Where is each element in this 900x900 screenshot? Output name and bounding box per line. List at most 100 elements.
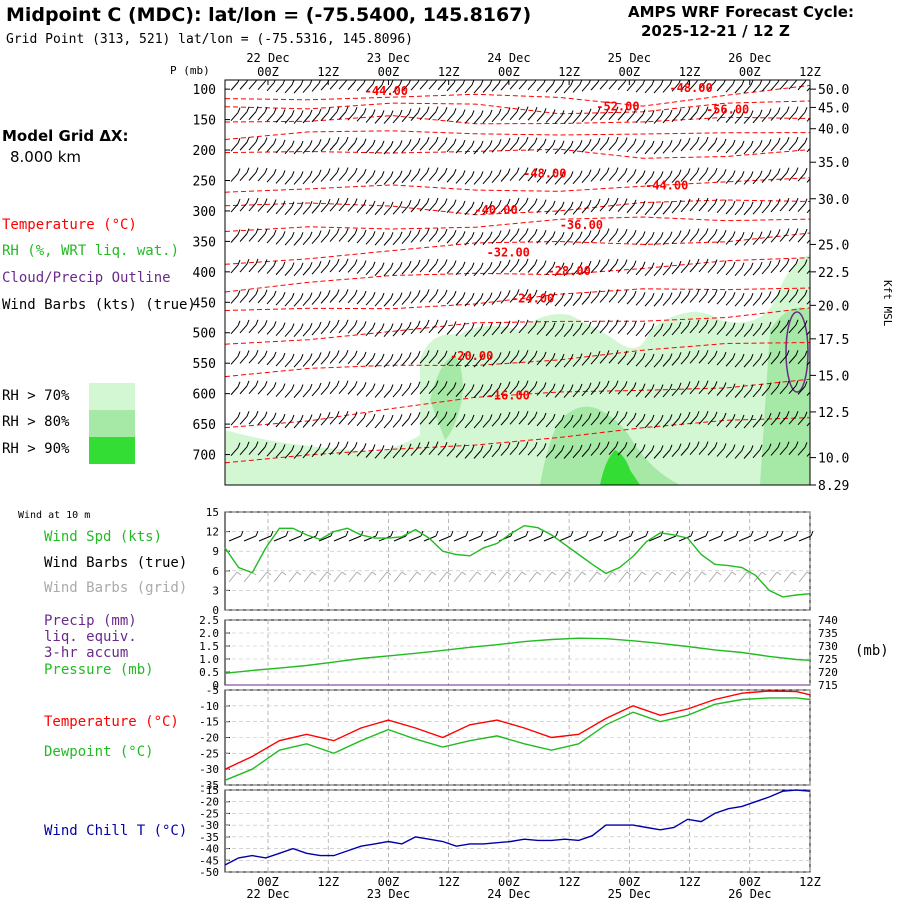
wind-barb-flag (399, 231, 403, 237)
wind-barb (536, 417, 545, 427)
temperature-label: -16.00 (487, 389, 530, 403)
wind-barb (338, 415, 347, 425)
surface-wind-barb-true-flag (315, 530, 319, 537)
surface-wind-barb-grid (438, 571, 448, 583)
wind-barb (662, 358, 671, 367)
wind-barb (725, 297, 734, 306)
wind-barb (374, 115, 383, 124)
surface-wind-barb-grid-flag (401, 571, 407, 576)
legend-rh90-swatch (89, 437, 135, 464)
wind-barb-flag (282, 109, 286, 115)
wind-barb-flag (732, 231, 736, 237)
wind-barb (698, 141, 707, 151)
wind-barb (752, 297, 761, 306)
wind-barb (734, 419, 743, 429)
wind-barb (752, 419, 761, 428)
wind-barb (230, 173, 239, 182)
wind-barb-flag (660, 293, 664, 299)
wind-barb-flag (336, 411, 340, 417)
wind-barb (806, 452, 810, 457)
wind-barb (230, 325, 239, 335)
wind-barb-row (230, 380, 810, 398)
wind-barb-flag (606, 350, 610, 356)
wind-barb (419, 385, 428, 395)
wind-barb-flag (309, 414, 313, 420)
surface-wind-barb-grid-flag (416, 571, 422, 576)
wind-barb (266, 295, 275, 305)
surface-wind-barb-true (288, 535, 302, 542)
wind-barb (797, 386, 806, 395)
pressure-tick-label: 100 (193, 83, 216, 98)
wind-barb (653, 389, 662, 398)
wind-barb-flag (750, 262, 754, 268)
wind-barb (446, 234, 455, 244)
wind-barb (419, 233, 428, 242)
wind-barb (491, 326, 500, 336)
wind-barb (536, 113, 545, 122)
wind-barb (554, 84, 563, 94)
wind-barb-flag (354, 80, 357, 82)
wind-barb (563, 84, 572, 94)
wind-barb-flag (705, 167, 709, 173)
wind-barb (356, 173, 365, 183)
wind-barb-flag (768, 413, 772, 419)
wind-barb-flag (786, 258, 790, 265)
wind-barb (491, 296, 500, 305)
wind-barb-flag (336, 228, 340, 234)
surface-wind-barb-grid (558, 571, 568, 583)
surface-wind-barb-true (723, 535, 737, 542)
wind-barb-flag (480, 110, 484, 116)
wind-barb-flag (516, 319, 520, 326)
wind-barb (491, 113, 500, 123)
date-label-bottom: 24 Dec (487, 887, 530, 900)
wind-barb (554, 267, 563, 276)
wind-barb (698, 354, 707, 364)
surface-wind-barb-true (348, 535, 362, 542)
wind-barb-flag (669, 170, 673, 176)
wind-barb-flag (633, 412, 637, 419)
wind-barb (680, 447, 689, 456)
wind-barb-flag (444, 137, 448, 143)
wind-barb-flag (741, 445, 745, 451)
wind-barb-flag (480, 353, 484, 360)
wind-barb (806, 391, 810, 396)
wind-barb (635, 236, 644, 245)
wind-barb-flag (579, 292, 583, 298)
wind-barb-flag (534, 289, 538, 296)
wind-barb-flag (534, 442, 538, 448)
wind-barb-flag (606, 380, 610, 386)
wind-barb-flag (642, 170, 646, 176)
wind-barb-flag (570, 232, 574, 238)
wind-barb-flag (246, 106, 250, 112)
wind-barb-flag (255, 289, 259, 295)
wind-barb (311, 296, 320, 305)
wind-barb-flag (408, 260, 412, 267)
wind-barb (779, 324, 788, 334)
temperature-label: -24.00 (511, 291, 554, 305)
y-tick-label: -25 (199, 807, 219, 820)
wind-barb (680, 264, 689, 274)
wind-barb-flag (255, 106, 259, 112)
wind-barb (806, 299, 810, 305)
wind-barb (293, 206, 302, 216)
wind-barb (626, 173, 635, 183)
wind-barb (779, 80, 788, 90)
temperature-label: -56.00 (706, 102, 749, 116)
wind-barb-flag (453, 260, 457, 266)
wind-barb-flag (516, 137, 520, 143)
wind-barb (500, 203, 509, 213)
wind-barb (671, 265, 680, 275)
wind-barb-flag (750, 353, 754, 360)
wind-barb (473, 176, 482, 185)
wind-barb-flag (615, 167, 619, 173)
wind-barb (266, 173, 275, 183)
wind-barb (788, 141, 797, 151)
wind-barb (482, 236, 491, 246)
wind-barb-flag (264, 441, 268, 448)
y-tick-label: -35 (199, 779, 219, 792)
wind-barb (275, 205, 284, 215)
surface-wind-barb-grid (243, 571, 253, 583)
wind-barb-flag (552, 139, 556, 146)
wind-barb-row (230, 441, 810, 459)
wind-barb (725, 144, 734, 154)
